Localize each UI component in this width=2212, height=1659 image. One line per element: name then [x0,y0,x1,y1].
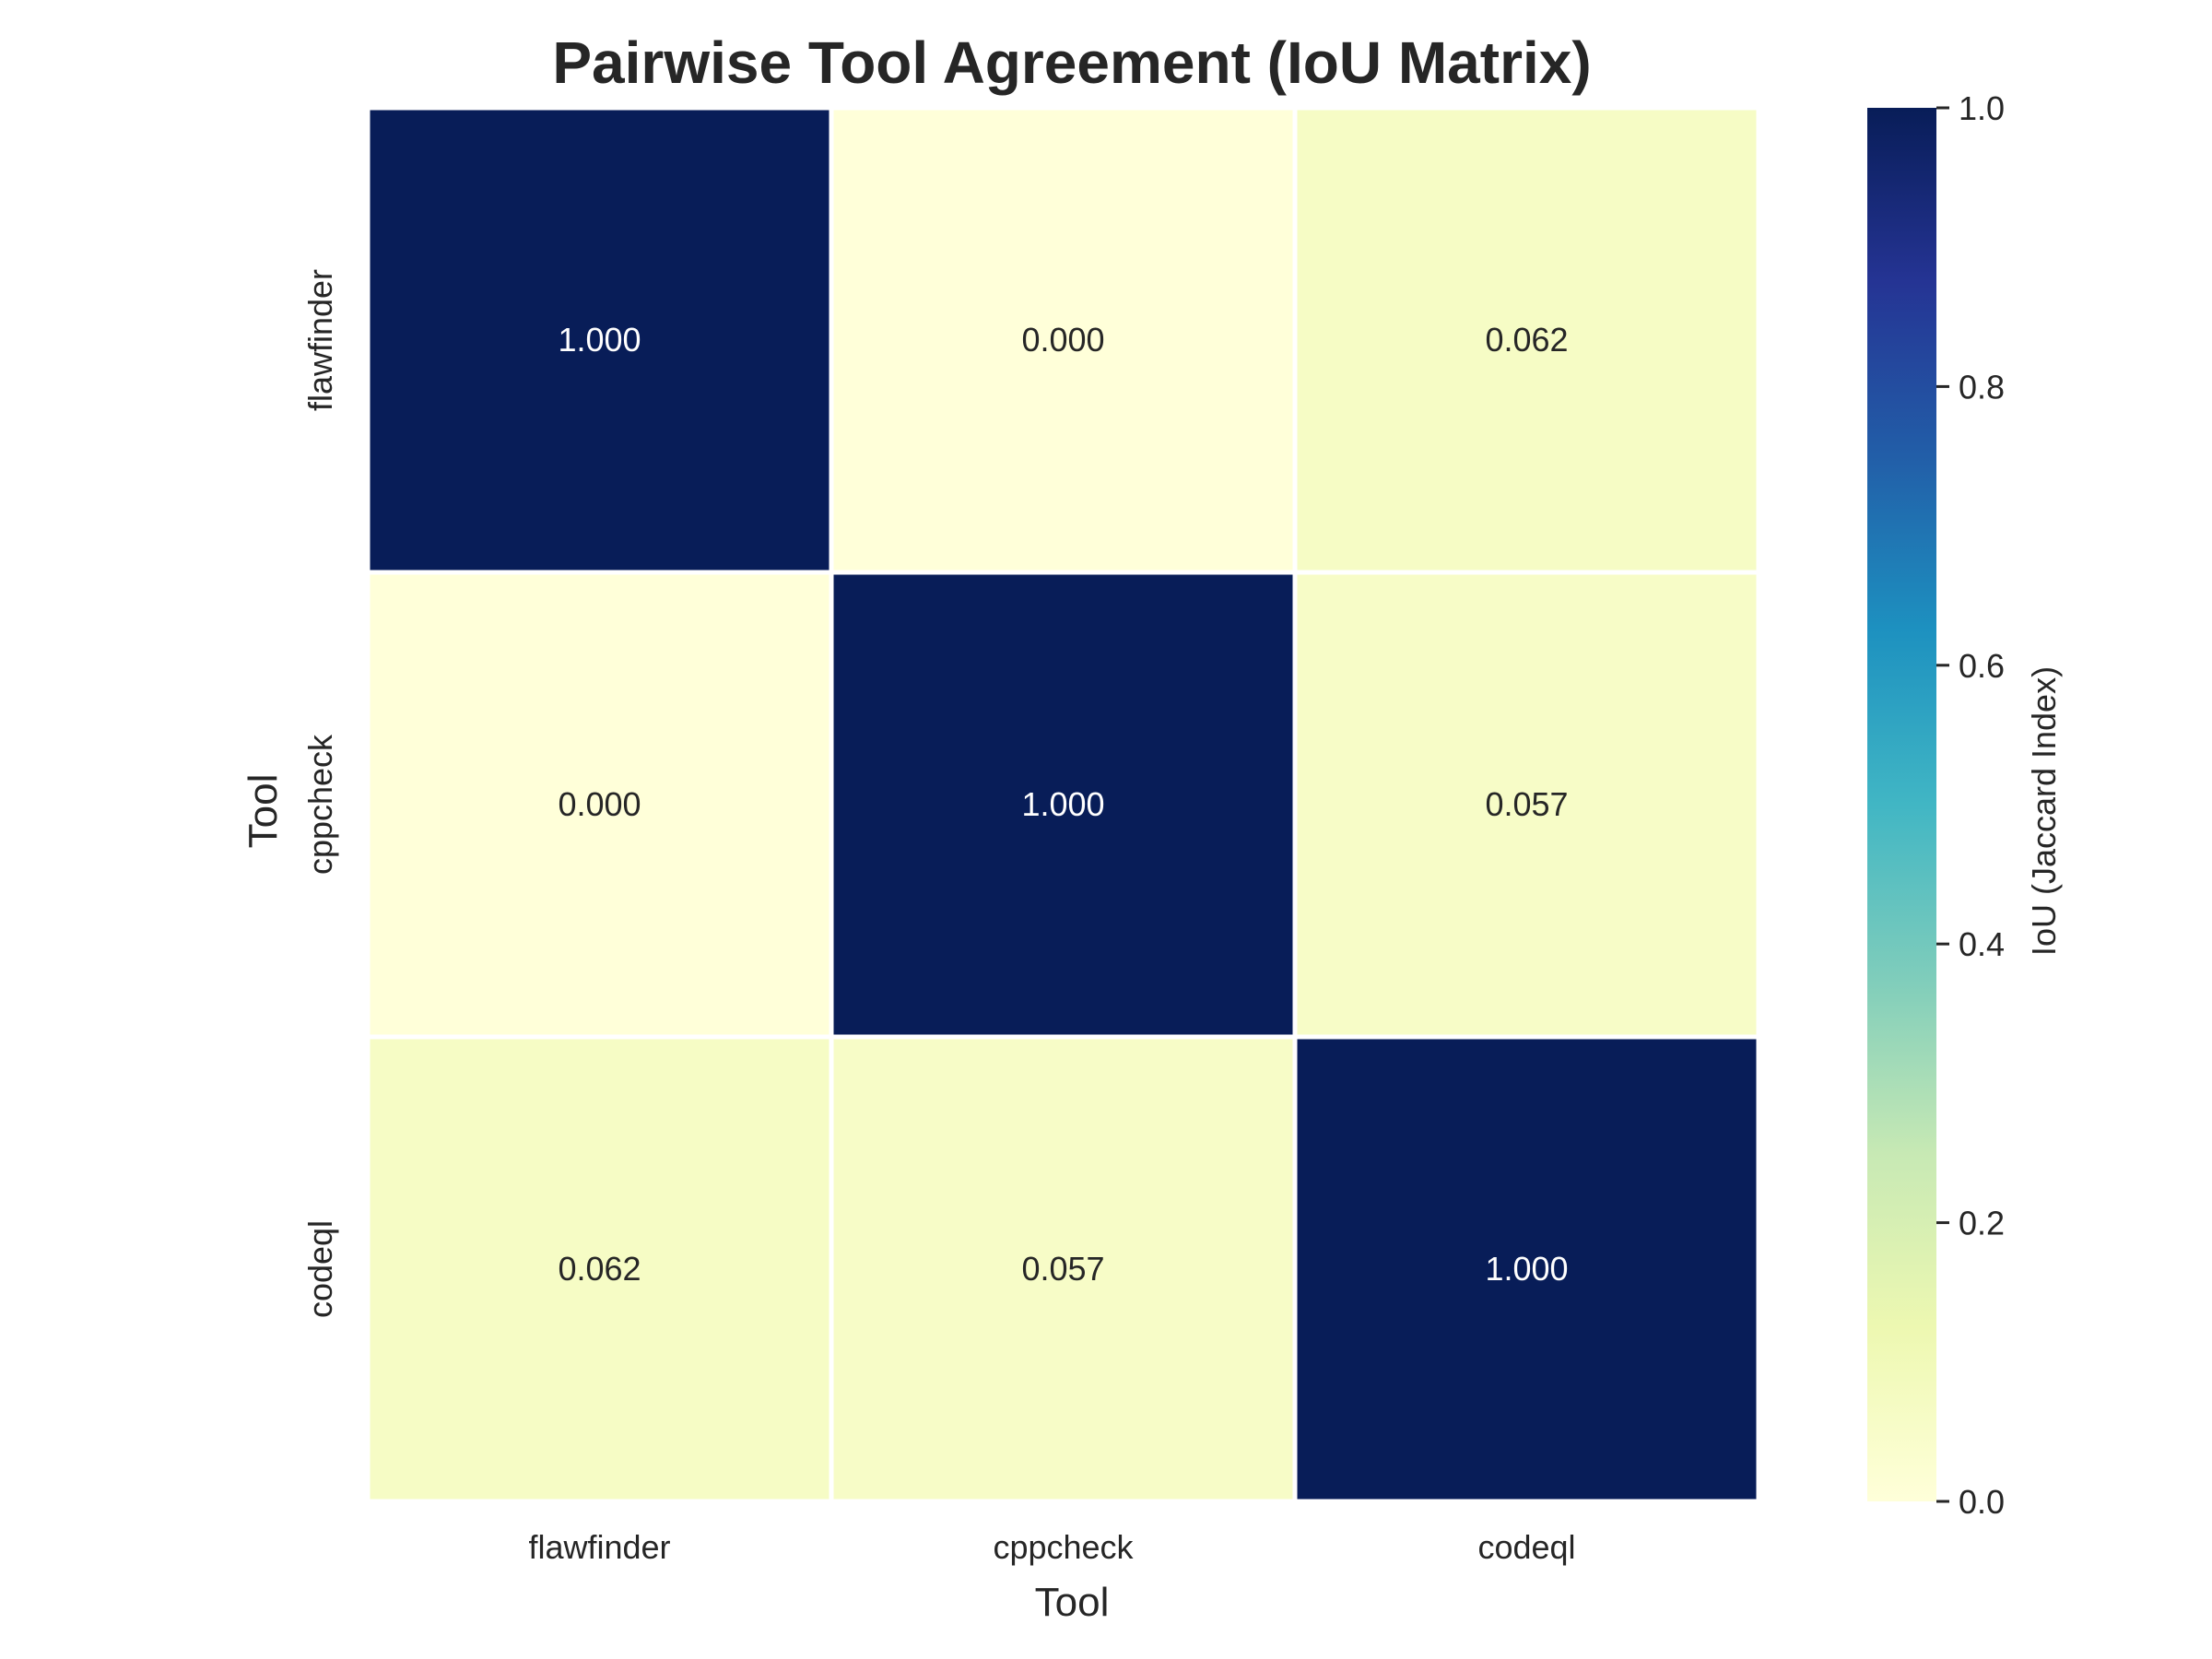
cell-value-label: 0.062 [1485,321,1568,359]
cell-value-label: 1.000 [1021,785,1104,823]
heatmap-cell-cppcheck-codeql [1292,570,1761,1040]
colorbar: 0.0 0.2 0.4 0.6 0.8 1.0 [1867,89,2005,1521]
y-tick-labels: flawfinder cppcheck codeql [301,269,339,1318]
chart-title: Pairwise Tool Agreement (IoU Matrix) [552,29,1591,96]
y-tick-label-codeql: codeql [301,1220,339,1318]
x-tick-label-cppcheck: cppcheck [993,1528,1134,1566]
cell-value-label: 1.000 [558,321,641,359]
colorbar-label: IoU (Jaccard Index) [2025,666,2063,956]
heatmap-cell-codeql-cppcheck [829,1034,1298,1504]
cell-value-label: 0.062 [558,1250,641,1288]
heatmap-cell-flawfinder-flawfinder [365,105,834,575]
y-tick-label-cppcheck: cppcheck [301,734,339,875]
y-tick-label-flawfinder: flawfinder [301,269,339,411]
heatmap-cell-codeql-codeql [1292,1034,1761,1504]
x-tick-labels: flawfinder cppcheck codeql [528,1528,1575,1566]
colorbar-tick-label: 0.4 [1959,925,2005,963]
heatmap-cell-codeql-flawfinder [365,1034,834,1504]
x-axis-label: Tool [1035,1580,1110,1625]
cell-value-label: 1.000 [1485,1250,1568,1288]
heatmap-cell-cppcheck-flawfinder [365,570,834,1040]
colorbar-tick-label: 0.2 [1959,1205,2005,1242]
colorbar-tick-label: 0.6 [1959,647,2005,685]
heatmap-cell-flawfinder-codeql [1292,105,1761,575]
cell-value-label: 0.000 [1021,321,1104,359]
colorbar-tick-label: 0.0 [1959,1483,2005,1521]
x-tick-label-codeql: codeql [1477,1528,1575,1566]
heatmap-cell-cppcheck-cppcheck [829,570,1298,1040]
y-axis-label: Tool [241,774,286,849]
x-tick-label-flawfinder: flawfinder [528,1528,670,1566]
heatmap-cell-flawfinder-cppcheck [829,105,1298,575]
cell-value-label: 0.057 [1485,785,1568,823]
colorbar-tick-label: 0.8 [1959,368,2005,406]
colorbar-tick-label: 1.0 [1959,89,2005,127]
colorbar-gradient [1867,108,1936,1501]
cell-value-label: 0.057 [1021,1250,1104,1288]
heatmap-cells: 1.000 0.000 0.062 0.000 1.000 0.057 0.062 0.057… [365,105,1761,1504]
cell-value-label: 0.000 [558,785,641,823]
